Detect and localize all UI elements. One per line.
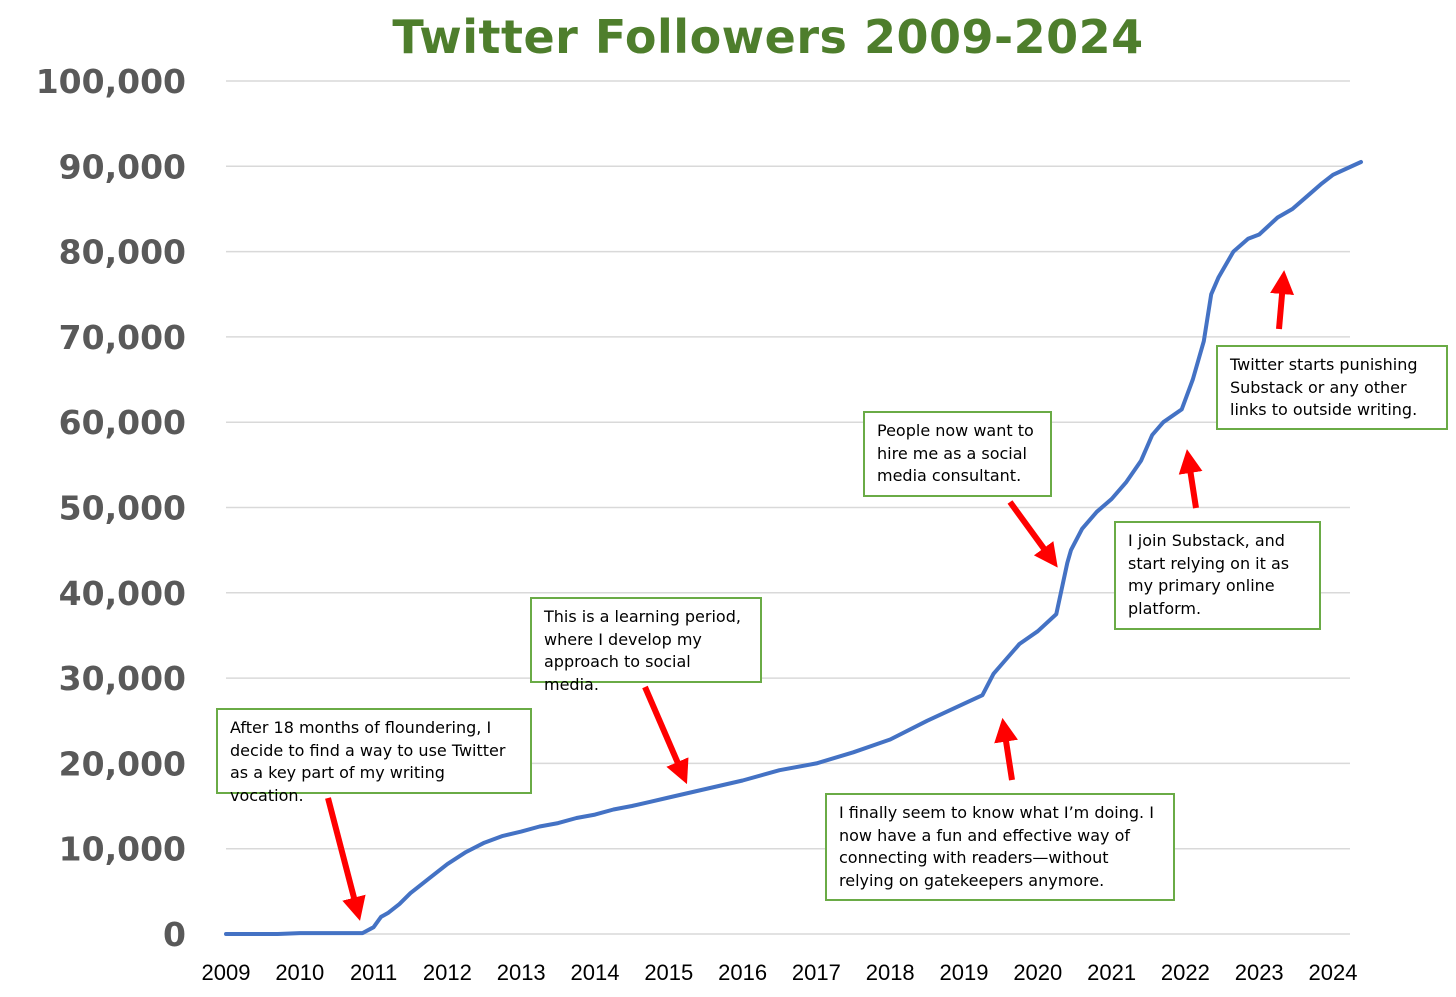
- x-tick-label: 2011: [350, 960, 397, 985]
- annotation-line: Twitter starts punishing: [1230, 355, 1418, 374]
- annotation-arrow: [994, 717, 1018, 781]
- annotation-arrow: [1007, 500, 1058, 568]
- x-tick-label: 2012: [423, 960, 472, 985]
- annotation-line: connecting with readers—without: [839, 848, 1109, 867]
- annotation-line: links to outside writing.: [1230, 400, 1418, 419]
- x-tick-label: 2017: [792, 960, 841, 985]
- annotation-line: decide to find a way to use Twitter: [230, 740, 506, 760]
- y-tick-label: 20,000: [59, 744, 186, 783]
- x-tick-label: 2015: [644, 960, 693, 985]
- annotation-line: This is a learning period,: [544, 607, 741, 626]
- annotation-box-2019: I finally seem to know what I’m doing. I…: [825, 793, 1175, 901]
- annotation-box-2011: After 18 months of floundering, I decide…: [216, 708, 532, 805]
- annotation-line: approach to social media.: [544, 652, 691, 694]
- annotation-line: relying on gatekeepers anymore.: [839, 870, 1105, 890]
- annotation-arrow: [642, 685, 689, 785]
- x-tick-label: 2013: [497, 960, 546, 985]
- chart-title: Twitter Followers 2009-2024: [392, 10, 1144, 64]
- x-tick-label: 2022: [1161, 960, 1210, 985]
- y-tick-label: 30,000: [59, 659, 186, 698]
- y-tick-label: 100,000: [36, 62, 186, 101]
- x-tick-label: 2018: [866, 960, 915, 985]
- x-tick-label: 2010: [275, 960, 324, 985]
- y-tick-label: 90,000: [59, 147, 186, 186]
- annotation-box-learning: This is a learning period, where I devel…: [530, 597, 762, 694]
- annotation-arrow: [1270, 270, 1295, 330]
- annotation-line: platform.: [1128, 598, 1202, 618]
- annotation-line: my primary online: [1128, 576, 1275, 595]
- x-tick-label: 2021: [1087, 960, 1136, 985]
- y-tick-label: 70,000: [59, 318, 186, 357]
- y-tick-label: 10,000: [59, 830, 186, 869]
- x-tick-label: 2024: [1309, 960, 1358, 985]
- annotation-line: where I develop my: [544, 629, 702, 649]
- series-line: [224, 160, 1363, 936]
- y-tick-label: 60,000: [59, 403, 186, 442]
- annotation-arrow: [1178, 449, 1203, 509]
- x-tick-label: 2023: [1235, 960, 1284, 985]
- x-tick-label: 2014: [571, 960, 620, 985]
- annotation-line: I join Substack, and: [1128, 531, 1285, 550]
- annotation-line: People now want to: [877, 421, 1034, 440]
- x-tick-label: 2016: [718, 960, 767, 985]
- annotation-line: media consultant.: [877, 466, 1022, 485]
- x-tick-label: 2009: [202, 960, 251, 985]
- series-line-layer: [224, 160, 1363, 936]
- y-axis-ticks: 0 10,000 20,000 30,000 40,000 50,000 60,000 70,…: [36, 62, 186, 954]
- y-tick-label: 0: [163, 915, 186, 954]
- annotation-arrow: [325, 797, 366, 921]
- annotation-line: hire me as a social: [877, 443, 1027, 463]
- annotation-line: as a key part of my writing vocation.: [230, 763, 445, 805]
- x-tick-label: 2019: [940, 960, 989, 985]
- y-tick-label: 50,000: [59, 489, 186, 528]
- x-axis-ticks: 2009 2010 2011 2012 2013 2014 2015 2016 2017 2018…: [202, 960, 1358, 985]
- annotation-line: After 18 months of floundering, I: [230, 718, 492, 737]
- annotation-box-consultant: People now want to hire me as a social m…: [863, 411, 1052, 497]
- x-tick-label: 2020: [1013, 960, 1062, 985]
- y-tick-label: 40,000: [59, 574, 186, 613]
- annotation-box-substack: I join Substack, and start relying on it…: [1114, 521, 1321, 630]
- annotation-line: I finally seem to know what I’m doing. I: [839, 803, 1154, 822]
- annotation-box-punishing: Twitter starts punishing Substack or any…: [1216, 345, 1448, 430]
- annotation-arrows: [325, 270, 1295, 921]
- annotation-line: now have a fun and effective way of: [839, 825, 1131, 845]
- annotation-line: Substack or any other: [1230, 377, 1407, 397]
- y-tick-label: 80,000: [59, 233, 186, 272]
- annotation-line: start relying on it as: [1128, 553, 1290, 573]
